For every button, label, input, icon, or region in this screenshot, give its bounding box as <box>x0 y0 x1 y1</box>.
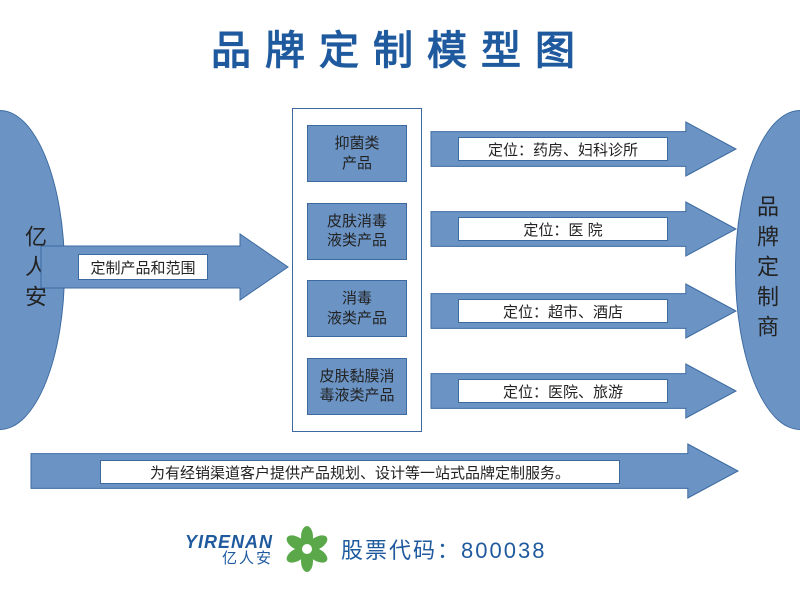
position-box-label: 定位：医院、旅游 <box>458 379 668 403</box>
logo-cn: 亿人安 <box>222 551 273 566</box>
logo-text: YIRENAN 亿人安 <box>185 533 273 566</box>
diagram-title: 品牌定制模型图 <box>0 18 800 76</box>
product-box: 皮肤黏膜消 毒液类产品 <box>307 358 407 415</box>
product-box: 抑菌类 产品 <box>307 125 407 182</box>
stock-code: 股票代码：800038 <box>341 533 546 565</box>
position-box-label: 定位：超市、酒店 <box>458 299 668 323</box>
position-box-label: 定位：药房、妇科诊所 <box>458 137 668 161</box>
product-list-container: 抑菌类 产品皮肤消毒 液类产品消毒 液类产品皮肤黏膜消 毒液类产品 <box>292 108 422 432</box>
logo-area: YIRENAN 亿人安 股票代码：800038 <box>185 525 546 573</box>
product-box: 皮肤消毒 液类产品 <box>307 203 407 260</box>
product-box: 消毒 液类产品 <box>307 280 407 337</box>
logo-star-icon <box>283 525 331 573</box>
logo-en: YIRENAN <box>185 533 273 551</box>
right-entity-label: 品牌定制商 <box>750 195 782 345</box>
right-entity-ellipse: 品牌定制商 <box>735 110 800 430</box>
position-box-label: 定位：医 院 <box>458 217 668 241</box>
scope-box-label: 定制产品和范围 <box>78 254 208 280</box>
bottom-service-label: 为有经销渠道客户提供产品规划、设计等一站式品牌定制服务。 <box>100 460 620 484</box>
